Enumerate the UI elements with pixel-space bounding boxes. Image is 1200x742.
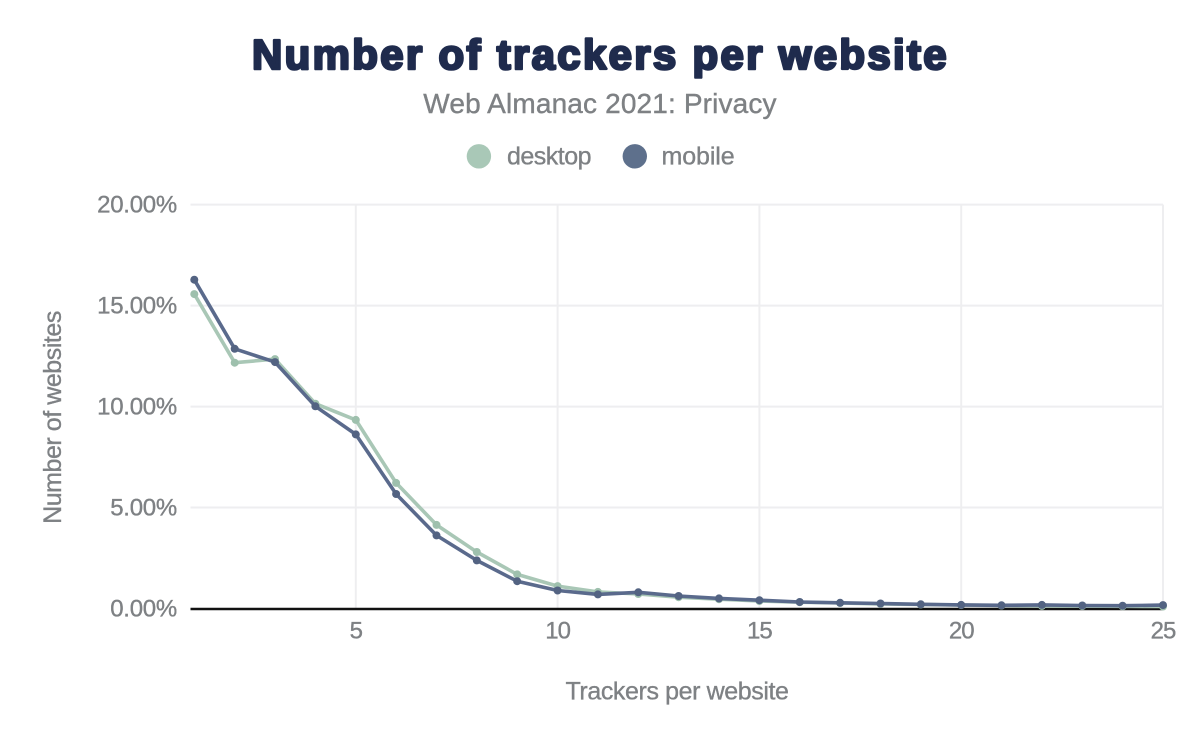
svg-text:10: 10 [545, 618, 570, 645]
svg-text:25: 25 [1151, 618, 1176, 645]
svg-text:20.00%: 20.00% [97, 192, 177, 219]
svg-text:20: 20 [949, 618, 974, 645]
svg-text:desktop: desktop [507, 143, 591, 171]
svg-text:Number of trackers per website: Number of trackers per website [252, 31, 949, 78]
svg-text:Trackers per website: Trackers per website [565, 678, 788, 706]
svg-text:mobile: mobile [662, 143, 735, 171]
svg-text:0.00%: 0.00% [110, 596, 177, 623]
svg-text:15.00%: 15.00% [97, 293, 177, 320]
svg-text:Web Almanac 2021: Privacy: Web Almanac 2021: Privacy [423, 88, 776, 119]
svg-text:Number of websites: Number of websites [39, 311, 67, 524]
svg-text:10.00%: 10.00% [97, 394, 177, 421]
svg-text:15: 15 [747, 618, 772, 645]
svg-text:5: 5 [350, 618, 363, 645]
svg-text:5.00%: 5.00% [110, 495, 177, 522]
